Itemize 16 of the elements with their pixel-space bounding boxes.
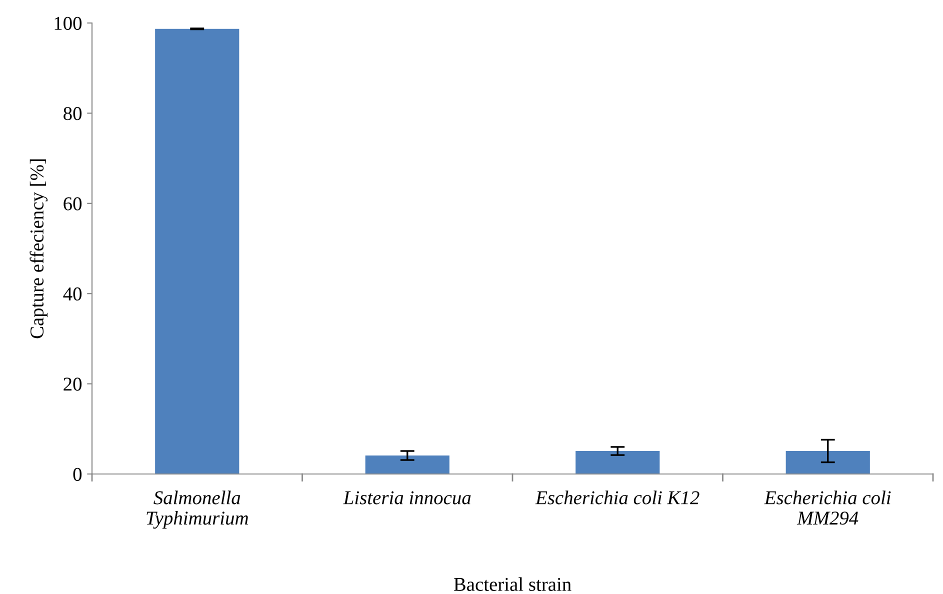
bar [786,451,870,474]
bar [155,28,240,474]
x-tick-label: Escherichia coli MM294 [764,490,891,525]
y-tick-label: 40 [63,287,82,301]
x-tick-label: Salmonella Typhimurium [146,490,248,529]
x-axis-title: Bacterial strain [454,577,572,591]
y-tick-label: 0 [73,468,82,481]
bar [576,451,660,474]
y-tick-label: 20 [64,378,82,391]
y-tick-label: 100 [54,16,82,30]
y-tick-label: 60 [64,197,82,210]
x-tick-label: Escherichia coli K12 [535,490,700,504]
x-tick-label: Listeria innocua [343,491,471,504]
y-tick-label: 80 [64,107,82,120]
bar [365,456,450,474]
y-axis-title: Capture effeciency [%] [30,159,48,338]
